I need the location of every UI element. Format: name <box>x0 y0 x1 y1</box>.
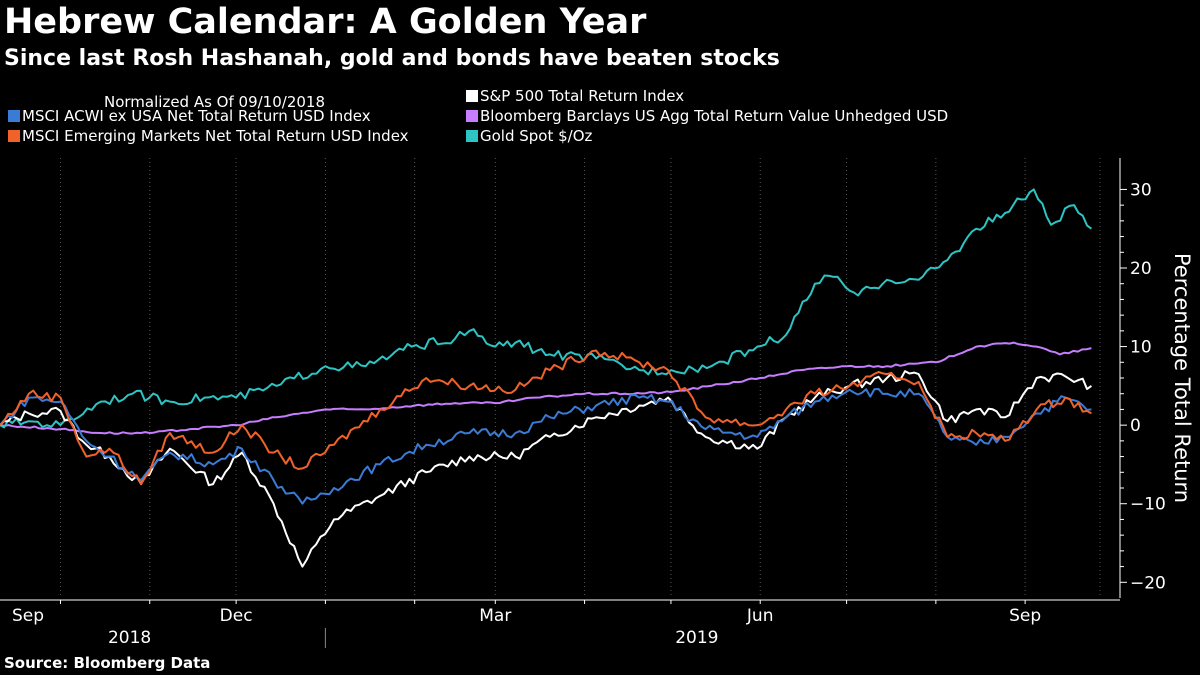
y-axis-label: Percentage Total Return <box>1170 253 1194 503</box>
x-tick-label: Sep <box>12 606 44 626</box>
legend-header: Normalized As Of 09/10/2018 <box>104 93 325 111</box>
x-year-label: 2019 <box>675 628 718 648</box>
gridlines <box>59 158 1101 598</box>
source-note: Source: Bloomberg Data <box>4 654 211 672</box>
x-tick-label: Sep <box>1009 606 1041 626</box>
x-year-label: 2018 <box>108 628 151 648</box>
x-axis: Sep Dec Mar Jun Sep 2018 2019 <box>0 599 1120 648</box>
legend-swatch <box>8 110 20 122</box>
legend-entry: MSCI ACWI ex USA Net Total Return USD In… <box>22 107 371 125</box>
legend-swatch <box>466 90 478 102</box>
series-line <box>0 349 1092 486</box>
y-tick-label: 20 <box>1130 259 1152 279</box>
legend-entry: S&P 500 Total Return Index <box>480 87 684 105</box>
legend-entry: Gold Spot $/Oz <box>480 127 593 145</box>
legend-swatch <box>466 130 478 142</box>
x-tick-label: Mar <box>479 606 511 626</box>
series-line <box>0 370 1092 568</box>
y-tick-label: 30 <box>1130 180 1152 200</box>
y-tick-label: −20 <box>1130 573 1166 593</box>
x-tick-label: Jun <box>746 606 774 626</box>
series-lines <box>0 188 1092 568</box>
series-line <box>0 388 1092 505</box>
chart-subtitle: Since last Rosh Hashanah, gold and bonds… <box>4 46 780 71</box>
legend-entry: Bloomberg Barclays US Agg Total Return V… <box>480 107 948 125</box>
series-line <box>0 341 1092 435</box>
legend-entry: MSCI Emerging Markets Net Total Return U… <box>22 127 409 145</box>
series-line <box>0 188 1092 429</box>
y-tick-label: 0 <box>1130 416 1141 436</box>
y-axis: −20 −10 0 10 20 30 <box>1119 158 1166 598</box>
y-tick-label: −10 <box>1130 495 1166 515</box>
legend: MSCI ACWI ex USA Net Total Return USD In… <box>8 87 948 145</box>
chart-title: Hebrew Calendar: A Golden Year <box>4 2 647 42</box>
y-tick-label: 10 <box>1130 338 1152 358</box>
x-tick-label: Dec <box>220 606 253 626</box>
legend-swatch <box>466 110 478 122</box>
legend-swatch <box>8 130 20 142</box>
